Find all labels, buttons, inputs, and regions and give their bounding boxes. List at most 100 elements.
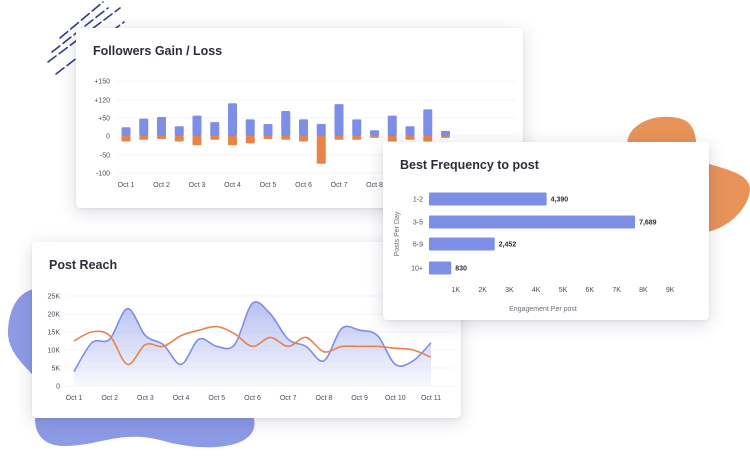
gain-bar (228, 103, 237, 136)
y-tick-label: -100 (96, 171, 110, 178)
y-tick-label: 20K (48, 312, 61, 319)
x-axis-title: Engagement Per post (509, 306, 577, 313)
gain-bar (245, 119, 255, 136)
x-tick-label: Oct 10 (385, 395, 406, 402)
x-tick-label: Oct 4 (173, 395, 190, 402)
gain-bar (405, 126, 415, 136)
gain-bar (299, 119, 308, 136)
x-tick-label: Oct 5 (260, 182, 277, 189)
y-tick-label: +150 (94, 79, 110, 86)
loss-bar (281, 136, 291, 140)
loss-bar (299, 136, 308, 142)
y-tick-label: -50 (100, 153, 110, 160)
y-tick-label: +50 (98, 116, 110, 123)
x-tick-label: 4K (532, 287, 541, 294)
gain-bar (174, 126, 184, 136)
gain-bar (281, 111, 291, 136)
loss-bar (423, 136, 433, 142)
gain-bar (441, 130, 450, 136)
bar-value-label: 7,689 (639, 220, 657, 227)
y-tick-label: 0 (106, 134, 110, 141)
loss-bar (352, 136, 362, 140)
gain-bar (334, 104, 344, 136)
best-frequency-card: Best Frequency to post 1-2 4,390 3-5 7,689 6… (383, 142, 709, 320)
loss-bar (210, 136, 220, 140)
loss-bar (405, 136, 415, 140)
x-tick-label: Oct 1 (66, 395, 83, 402)
y-tick-label: 10+ (411, 266, 423, 273)
y-tick-label: 3-5 (413, 220, 423, 227)
gain-bar (423, 109, 433, 136)
gain-bar (157, 117, 166, 136)
frequency-chart: 1-2 4,390 3-5 7,689 6-9 2,452 10+ 830 1K 2K 3K 4K 5K… (394, 192, 675, 313)
card-title: Followers Gain / Loss (93, 44, 223, 58)
loss-bar (157, 136, 166, 139)
bar-value-label: 4,390 (551, 197, 569, 204)
loss-bar (387, 136, 397, 142)
bar-value-label: 830 (455, 266, 467, 273)
x-tick-label: Oct 9 (351, 395, 368, 402)
x-tick-label: 7K (612, 287, 621, 294)
loss-bar (174, 136, 184, 142)
x-tick-label: Oct 3 (189, 182, 206, 189)
gain-bar (192, 115, 202, 136)
loss-bar (441, 136, 450, 138)
frequency-bar (429, 215, 636, 229)
x-tick-label: Oct 2 (101, 395, 118, 402)
loss-bar (263, 136, 273, 139)
gain-bar (370, 130, 379, 136)
loss-bar (121, 136, 131, 142)
gain-bar (121, 127, 131, 136)
y-tick-label: 6-9 (413, 242, 423, 249)
frequency-bar (429, 237, 495, 251)
loss-bar (192, 136, 202, 146)
x-tick-label: Oct 1 (118, 182, 135, 189)
card-title: Post Reach (49, 258, 118, 272)
y-tick-label: 10K (48, 348, 61, 355)
x-tick-label: Oct 11 (421, 395, 441, 402)
gain-bar (139, 118, 149, 136)
y-tick-label: 15K (48, 330, 61, 337)
reach-area (74, 301, 431, 386)
loss-bar (334, 136, 344, 140)
gain-bar (263, 123, 273, 136)
x-tick-label: Oct 7 (280, 395, 297, 402)
x-tick-label: Oct 6 (244, 395, 261, 402)
gain-bar (316, 123, 326, 136)
card-title: Best Frequency to post (400, 158, 539, 172)
reach-line-blue (73, 301, 432, 373)
x-tick-label: Oct 2 (153, 182, 170, 189)
x-tick-label: Oct 6 (295, 182, 312, 189)
frequency-bar (429, 192, 547, 206)
gain-bar (387, 115, 397, 136)
followers-chart: +150 +120 +50 0 -50 -100 Oct 1 Oct 2 Oct 3 Oct 4 O… (94, 79, 516, 189)
y-tick-label: 5K (51, 366, 60, 373)
x-tick-label: 8K (639, 287, 648, 294)
x-tick-label: Oct 7 (331, 182, 348, 189)
y-tick-label: 0 (56, 384, 60, 391)
gain-bar (210, 122, 220, 136)
x-tick-label: Oct 8 (316, 395, 333, 402)
reach-line-orange (73, 325, 432, 366)
loss-bar (316, 136, 326, 164)
loss-bar (228, 136, 237, 146)
x-tick-label: Oct 4 (224, 182, 241, 189)
y-tick-label: 25K (48, 294, 61, 301)
x-tick-label: Oct 3 (137, 395, 154, 402)
y-axis-title: Posts Per Day (394, 211, 401, 256)
x-tick-label: 6K (586, 287, 595, 294)
loss-bar (139, 136, 149, 140)
x-tick-label: 2K (478, 287, 487, 294)
x-tick-label: 5K (559, 287, 568, 294)
x-tick-label: Oct 5 (208, 395, 225, 402)
x-tick-label: Oct 8 (366, 182, 383, 189)
bar-value-label: 2,452 (499, 242, 517, 249)
gain-bar (352, 119, 362, 136)
loss-bar (245, 136, 255, 144)
x-tick-label: 9K (666, 287, 675, 294)
frequency-bar (429, 261, 452, 275)
x-tick-label: 1K (452, 287, 461, 294)
y-tick-label: +120 (94, 98, 110, 105)
y-tick-label: 1-2 (413, 197, 423, 204)
loss-bar (370, 136, 379, 138)
